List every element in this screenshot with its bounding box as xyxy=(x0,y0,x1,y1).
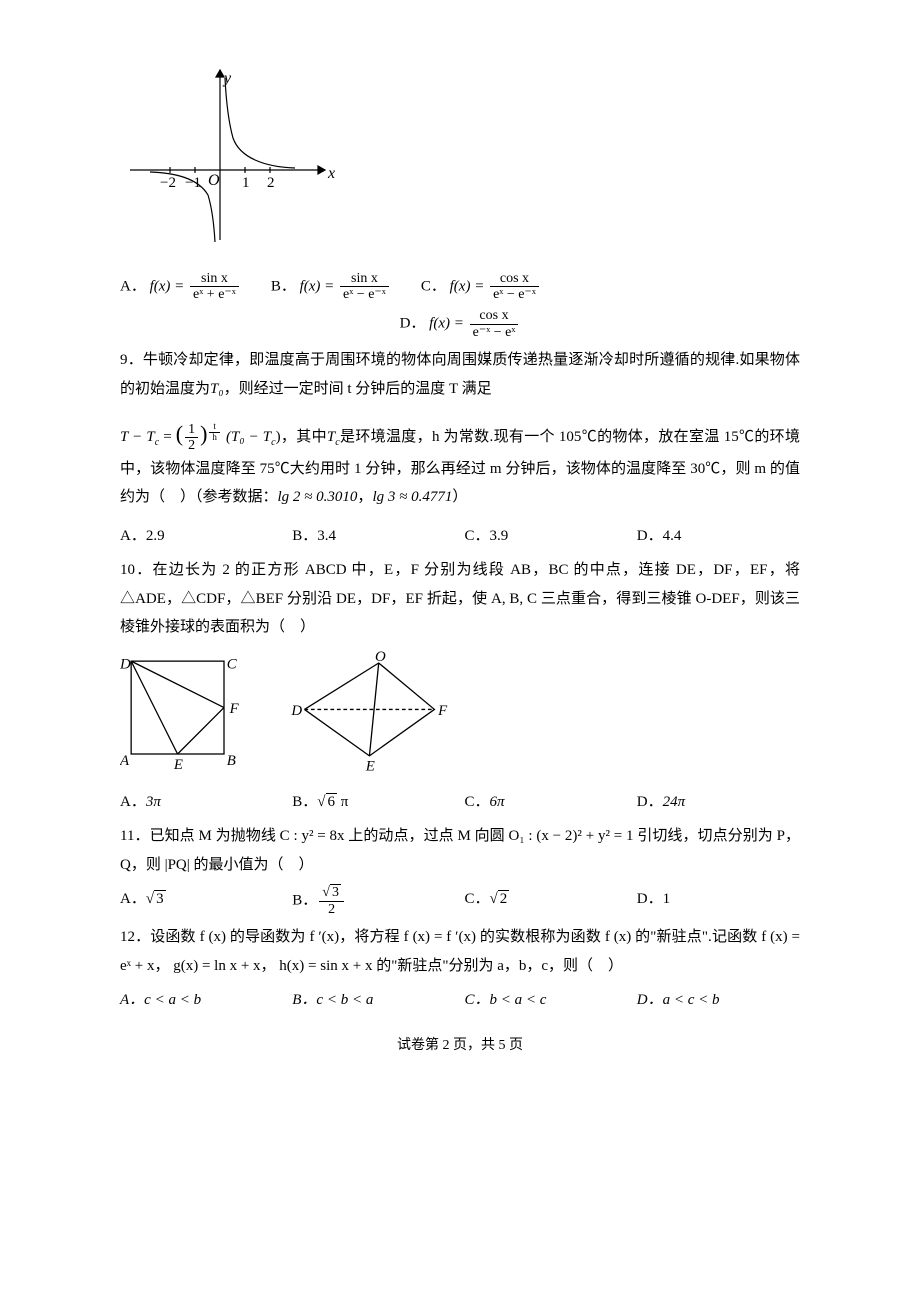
svg-text:O: O xyxy=(375,650,386,665)
q11-text: 11．已知点 M 为抛物线 C : y² = 8x 上的动点，过点 M 向圆 O… xyxy=(120,822,800,879)
q9-options: A．2.9 B．3.4 C．3.9 D．4.4 xyxy=(120,522,800,551)
q9-option-a: A．2.9 xyxy=(120,522,283,551)
q8-options-row1: A． f(x) = sin xeˣ + e⁻ˣ B． f(x) = sin xe… xyxy=(120,271,800,303)
svg-text:F: F xyxy=(229,701,240,717)
q9-equation: T − Tc = (12)th (T₀ − Tc)，其中Tc是环境温度，h 为常… xyxy=(120,413,800,512)
q12-option-d: D．a < c < b xyxy=(637,986,800,1015)
svg-text:E: E xyxy=(365,759,375,775)
q9-option-d: D．4.4 xyxy=(637,522,800,551)
q10-option-b: B．√6 π xyxy=(292,788,455,817)
q8-option-b: B． f(x) = sin xeˣ − e⁻ˣ xyxy=(271,271,391,303)
q8-options-row2: D． f(x) = cos xe⁻ˣ − eˣ xyxy=(120,308,800,340)
svg-text:1: 1 xyxy=(242,175,250,191)
svg-text:−2: −2 xyxy=(160,175,176,191)
svg-text:D: D xyxy=(120,656,131,672)
q10-text: 10．在边长为 2 的正方形 ABCD 中，E，F 分别为线段 AB，BC 的中… xyxy=(120,556,800,642)
svg-text:−1: −1 xyxy=(185,175,201,191)
origin-label: O xyxy=(208,172,220,189)
svg-text:A: A xyxy=(120,753,130,769)
q10-diagrams: D C A B E F D F O E xyxy=(120,650,800,780)
axis-x-label: x xyxy=(327,165,335,182)
q8-graph: y x O −2 −1 1 2 xyxy=(120,60,800,261)
q10-option-c: C．6π xyxy=(465,788,628,817)
q10-options: A．3π B．√6 π C．6π D．24π xyxy=(120,788,800,817)
q11-option-b: B．√32 xyxy=(292,885,455,917)
svg-text:D: D xyxy=(290,703,302,719)
q12-option-a: A．c < a < b xyxy=(120,986,283,1015)
q10-option-a: A．3π xyxy=(120,788,283,817)
svg-text:C: C xyxy=(227,656,238,672)
q12-option-b: B．c < b < a xyxy=(292,986,455,1015)
q10-tetra-diagram: D F O E xyxy=(290,650,460,780)
svg-text:F: F xyxy=(437,703,448,719)
q10-option-d: D．24π xyxy=(637,788,800,817)
svg-text:2: 2 xyxy=(267,175,275,191)
q8-option-a: A． f(x) = sin xeˣ + e⁻ˣ xyxy=(120,271,241,303)
q12-options: A．c < a < b B．c < b < a C．b < a < c D．a … xyxy=(120,986,800,1015)
q9-option-b: B．3.4 xyxy=(292,522,455,551)
axis-y-label: y xyxy=(222,70,232,87)
q9-option-c: C．3.9 xyxy=(465,522,628,551)
page-footer: 试卷第 2 页，共 5 页 xyxy=(120,1033,800,1060)
svg-text:B: B xyxy=(227,753,236,769)
q11-options: A．√3 B．√32 C．√2 D．1 xyxy=(120,885,800,917)
q11-option-c: C．√2 xyxy=(465,885,628,917)
q11-option-a: A．√3 xyxy=(120,885,283,917)
q10-square-diagram: D C A B E F xyxy=(120,650,250,780)
function-graph-svg: y x O −2 −1 1 2 xyxy=(120,60,340,250)
q12-text: 12．设函数 f (x) 的导函数为 f ′(x)，将方程 f (x) = f … xyxy=(120,923,800,980)
q11-option-d: D．1 xyxy=(637,885,800,917)
q8-option-c: C． f(x) = cos xeˣ − e⁻ˣ xyxy=(421,271,541,303)
q12-option-c: C．b < a < c xyxy=(465,986,628,1015)
svg-text:E: E xyxy=(173,757,183,773)
q8-option-d: D． f(x) = cos xe⁻ˣ − eˣ xyxy=(400,308,521,340)
q9-text: 9．牛顿冷却定律，即温度高于周围环境的物体向周围媒质传递热量逐渐冷却时所遵循的规… xyxy=(120,346,800,403)
